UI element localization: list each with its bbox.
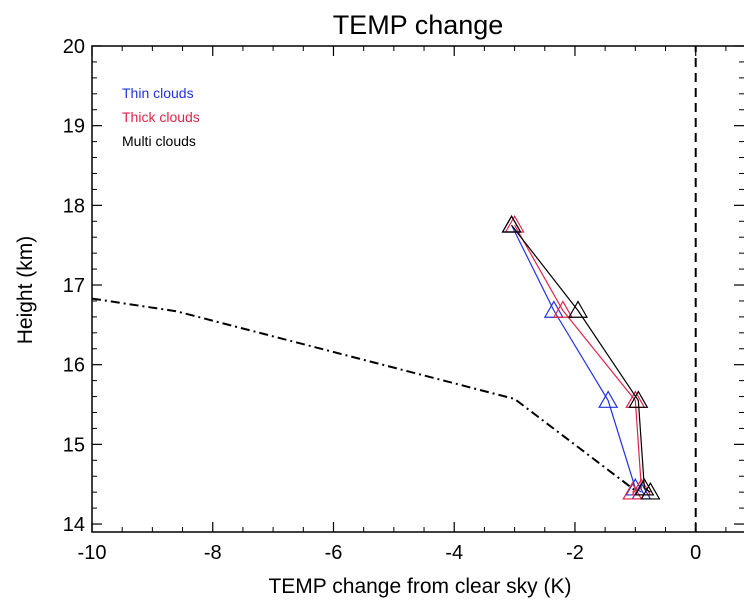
legend-entry: Thick clouds (122, 109, 200, 125)
x-tick-label: -4 (445, 542, 463, 564)
triangle-marker (501, 215, 522, 233)
y-tick-label: 19 (63, 116, 85, 138)
series-line (511, 224, 642, 493)
y-tick-label: 14 (63, 514, 85, 536)
triangle-marker (567, 300, 589, 318)
y-axis-title: Height (km) (14, 236, 37, 345)
triangle-marker (628, 390, 649, 408)
series-line (514, 224, 642, 493)
x-tick-label: -10 (78, 542, 107, 564)
legend-entry: Multi clouds (122, 133, 196, 149)
y-axis: 14 15 16 17 18 19 20 (63, 36, 744, 536)
x-tick-label: -2 (566, 542, 584, 564)
triangle-marker (640, 481, 661, 500)
y-tick-label: 20 (63, 36, 85, 58)
triangle-marker (552, 300, 573, 318)
x-tick-label: -6 (325, 542, 343, 564)
x-axis: -10 -8 -6 -4 -2 0 (78, 46, 727, 564)
y-tick-label: 15 (63, 434, 85, 456)
reference-lines (91, 46, 697, 532)
plot-frame (91, 45, 744, 533)
y-tick-label: 18 (63, 195, 85, 217)
y-tick-label: 16 (63, 355, 85, 377)
triangle-marker (501, 215, 522, 233)
triangle-marker (622, 481, 643, 500)
x-tick-label: 0 (690, 542, 701, 564)
triangle-marker (598, 390, 619, 408)
series-group (501, 215, 661, 500)
legend: Thin clouds Thick clouds Multi clouds (122, 85, 200, 149)
y-tick-label: 17 (63, 275, 85, 297)
series-line (511, 224, 651, 493)
x-axis-title: TEMP change from clear sky (K) (268, 575, 571, 598)
legend-entry: Thin clouds (122, 85, 194, 101)
dash-dot-reference-line (91, 297, 636, 492)
chart-title: TEMP change (333, 10, 504, 40)
x-tick-label: -8 (204, 542, 222, 564)
